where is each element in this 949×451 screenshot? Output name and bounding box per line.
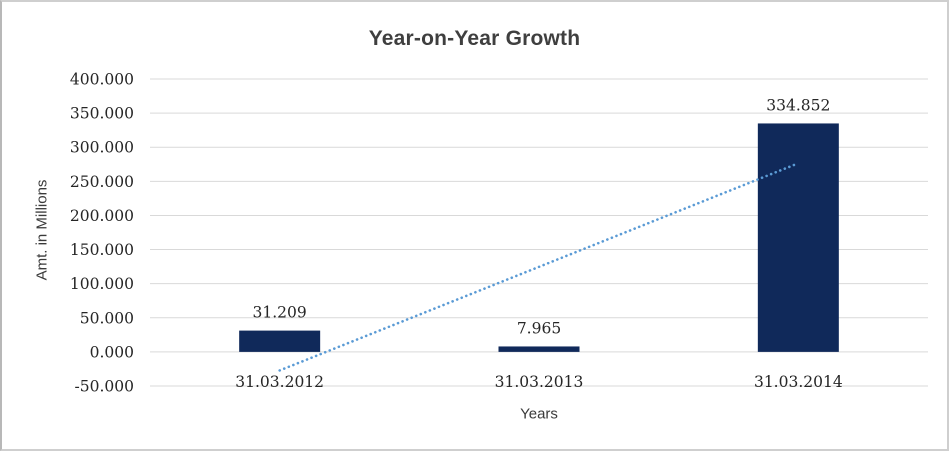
bar-31.03.2014 xyxy=(757,123,839,352)
y-tick-label: 0.000 xyxy=(90,343,134,361)
bar-value-label: 334.852 xyxy=(766,96,830,114)
category-label: 31.03.2014 xyxy=(754,373,843,391)
bar-31.03.2012 xyxy=(239,330,321,352)
y-tick-label: -50.000 xyxy=(75,378,134,396)
bar-value-label: 7.965 xyxy=(517,319,561,337)
y-tick-label: 50.000 xyxy=(80,309,134,327)
chart-title: Year-on-Year Growth xyxy=(368,27,581,50)
y-tick-label: 250.000 xyxy=(70,173,134,191)
y-tick-label: 400.000 xyxy=(70,71,134,89)
y-tick-label: 100.000 xyxy=(70,275,134,293)
y-tick-label: 150.000 xyxy=(70,241,134,259)
y-tick-label: 350.000 xyxy=(70,105,134,123)
category-label: 31.03.2012 xyxy=(235,373,324,391)
y-tick-label: 300.000 xyxy=(70,139,134,157)
category-label: 31.03.2013 xyxy=(495,373,584,391)
y-tick-label: 200.000 xyxy=(70,207,134,225)
trendline xyxy=(278,161,800,372)
x-axis-title: Years xyxy=(520,405,558,423)
bar-31.03.2013 xyxy=(498,346,580,352)
bar-value-label: 31.209 xyxy=(253,304,307,322)
